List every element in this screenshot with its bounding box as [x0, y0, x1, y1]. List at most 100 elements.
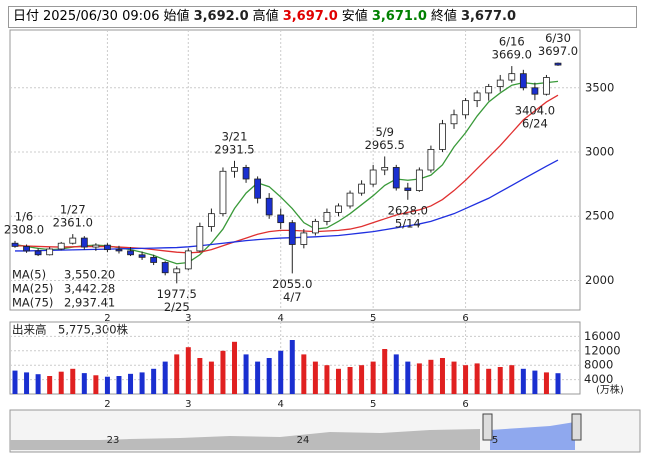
volume-bar — [555, 373, 561, 394]
candle-body — [173, 268, 181, 274]
candle-body — [508, 73, 516, 81]
legend-value: 3,442.28 — [64, 282, 115, 296]
volume-bar — [232, 341, 238, 394]
candle-body — [335, 205, 342, 213]
candle-body — [300, 232, 308, 245]
candle-body — [473, 92, 481, 102]
candle-body — [69, 237, 77, 244]
annotation-date: 6/16 — [499, 35, 525, 49]
candle-body — [415, 169, 423, 191]
volume-title: 出来高 — [12, 323, 47, 337]
annotation-value: 2931.5 — [214, 142, 254, 156]
volume-bar — [139, 372, 145, 394]
volume-bar — [220, 350, 226, 394]
candle-body — [485, 86, 493, 94]
volume-bar — [474, 363, 480, 394]
candle-body — [439, 123, 446, 150]
candle-body — [346, 192, 354, 207]
volume-bar — [35, 374, 41, 394]
candle-body — [496, 79, 504, 87]
ma-line — [14, 80, 559, 265]
header-text: 始値 — [163, 9, 190, 24]
volume-bar — [324, 365, 330, 394]
x-tick-label: 5 — [370, 399, 376, 410]
volume-bar — [162, 361, 168, 394]
candle-body — [450, 114, 458, 125]
price-panel — [9, 29, 581, 311]
annotation-value: 1977.5 — [157, 287, 197, 301]
x-tick-label: 4 — [278, 399, 284, 410]
candle-body — [127, 250, 134, 256]
volume-bar — [93, 375, 99, 394]
candle-body — [358, 183, 365, 194]
header-text: 安値 — [341, 9, 368, 24]
x-tick-label: 2 — [104, 399, 110, 410]
candle-body — [196, 226, 204, 252]
legend-label: MA(25) — [12, 282, 53, 296]
annotation-value: 2308.0 — [4, 222, 44, 236]
navigator-area — [10, 429, 480, 450]
annotation-date: 3/21 — [222, 129, 248, 143]
header-text: 3,671.0 — [371, 9, 427, 24]
volume-bar — [289, 340, 295, 394]
volume-bar — [416, 363, 422, 394]
x-tick-label: 3 — [185, 313, 191, 324]
candle-body — [150, 256, 158, 263]
volume-bar — [301, 354, 307, 394]
y-tick-label: 3000 — [585, 145, 614, 159]
volume-bar — [266, 358, 272, 394]
y-tick-label: 2500 — [585, 209, 614, 223]
annotation-date: 5/9 — [375, 125, 394, 139]
y-tick-label: 16000 — [584, 329, 621, 343]
y-tick-label: 8000 — [584, 358, 613, 372]
candle-body — [277, 214, 285, 224]
candle-body — [462, 100, 469, 116]
volume-bar — [185, 347, 191, 394]
candle-body — [519, 73, 527, 89]
candle-body — [242, 167, 250, 180]
candle-body — [161, 262, 169, 274]
navigator-label: 24 — [297, 435, 310, 446]
candle-body — [392, 167, 400, 189]
volume-bar — [278, 350, 284, 394]
volume-bar — [543, 372, 549, 394]
header: 日付 2025/06/30 09:06 始値 3,692.0 高値 3,697.0 安値 3,… — [8, 6, 637, 28]
annotation-value: 3697.0 — [538, 44, 578, 58]
annotation-value: 2628.0 — [388, 203, 428, 217]
candle-body — [57, 242, 65, 250]
candle-body — [11, 242, 19, 247]
volume-bar — [197, 358, 203, 394]
header-text: 2025/06/30 09:06 — [43, 9, 160, 24]
x-tick-label: 6 — [462, 313, 468, 324]
candle-body — [323, 211, 331, 222]
annotation-date: 4/7 — [283, 290, 302, 304]
navigator-handle[interactable] — [482, 413, 493, 441]
legend-value: 3,550.20 — [64, 268, 115, 282]
header-text: 日付 — [13, 9, 40, 24]
navigator-handle[interactable] — [571, 413, 582, 441]
y-tick-label: 2000 — [585, 273, 614, 287]
volume-bar — [347, 367, 353, 394]
unit-label: (万株) — [596, 383, 624, 396]
volume-bar — [58, 371, 64, 394]
volume-bar — [428, 359, 434, 394]
ma-line — [15, 159, 559, 252]
x-tick-label: 5 — [370, 313, 376, 324]
y-tick-label: 4000 — [584, 372, 613, 386]
volume-bar — [509, 365, 515, 394]
annotation-date: 1/27 — [60, 203, 86, 217]
candle-body — [80, 237, 88, 248]
volume-bar — [128, 373, 134, 394]
candle-body — [34, 250, 42, 256]
volume-panel — [9, 321, 581, 395]
ma-line — [14, 94, 559, 254]
legend-value: 2,937.41 — [64, 296, 115, 310]
volume-bar — [174, 354, 180, 394]
x-tick-label: 3 — [185, 399, 191, 410]
volume-bar — [335, 368, 341, 394]
volume-bar — [70, 368, 76, 394]
annotation-value: 3669.0 — [492, 48, 532, 62]
x-tick-label: 6 — [462, 399, 468, 410]
